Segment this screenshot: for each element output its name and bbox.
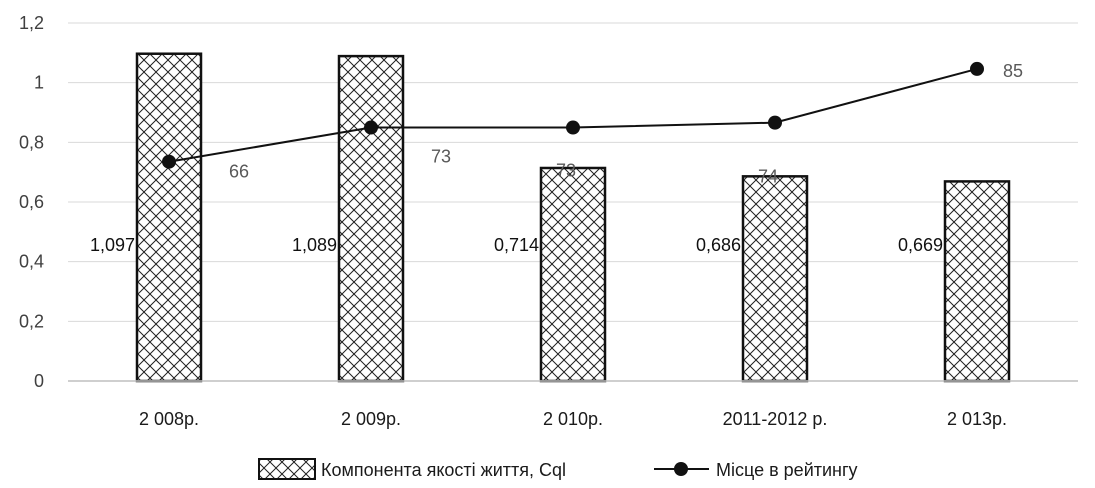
y-tick-label: 0,4 (19, 252, 44, 272)
bar (943, 180, 1011, 383)
x-category-label: 2 010р. (543, 409, 603, 429)
y-tick-label: 0 (34, 371, 44, 391)
y-tick-label: 1,2 (19, 13, 44, 33)
line-data-label: 73 (431, 147, 451, 167)
x-category-label: 2011-2012 р. (723, 409, 828, 429)
line-marker (970, 61, 984, 76)
bar-series (135, 52, 1011, 383)
bar (135, 52, 203, 383)
legend: Компонента якості життя, Cql Місце в рей… (258, 458, 858, 480)
line-data-label: 66 (229, 162, 249, 182)
bar-data-label: 1,097 (90, 235, 135, 255)
legend-bar-label: Компонента якості життя, Cql (321, 460, 566, 480)
bar-labels: 1,097 1,089 0,714 0,686 0,669 (90, 235, 943, 255)
bar-data-label: 0,714 (494, 235, 539, 255)
bar-data-label: 0,686 (696, 235, 741, 255)
bar-data-label: 0,669 (898, 235, 943, 255)
line-series (162, 61, 984, 169)
y-tick-label: 0,2 (19, 311, 44, 331)
x-axis-labels: 2 008р. 2 009р. 2 010р. 2011-2012 р. 2 013р. (139, 409, 1007, 429)
x-category-label: 2 013р. (947, 409, 1007, 429)
bar (539, 166, 607, 383)
line-marker (162, 154, 176, 169)
line-marker (768, 115, 782, 130)
line-data-label: 73 (556, 161, 576, 181)
x-category-label: 2 008р. (139, 409, 199, 429)
y-tick-label: 0,8 (19, 132, 44, 152)
line-marker (566, 120, 580, 135)
legend-bar-swatch (258, 458, 316, 480)
x-category-label: 2 009р. (341, 409, 401, 429)
bar (741, 175, 809, 383)
line-data-label: 85 (1003, 61, 1023, 81)
bar-data-label: 1,089 (292, 235, 337, 255)
line-data-label: 74 (758, 167, 778, 187)
legend-line-marker (674, 462, 688, 476)
y-tick-label: 1 (34, 73, 44, 93)
y-tick-label: 0,6 (19, 192, 44, 212)
line-labels: 66 73 73 74 85 (229, 61, 1023, 187)
bar (337, 54, 405, 383)
legend-line-label: Місце в рейтингу (716, 460, 858, 480)
y-axis-ticks: 0 0,2 0,4 0,6 0,8 1 1,2 (19, 13, 44, 391)
line-marker (364, 120, 378, 135)
